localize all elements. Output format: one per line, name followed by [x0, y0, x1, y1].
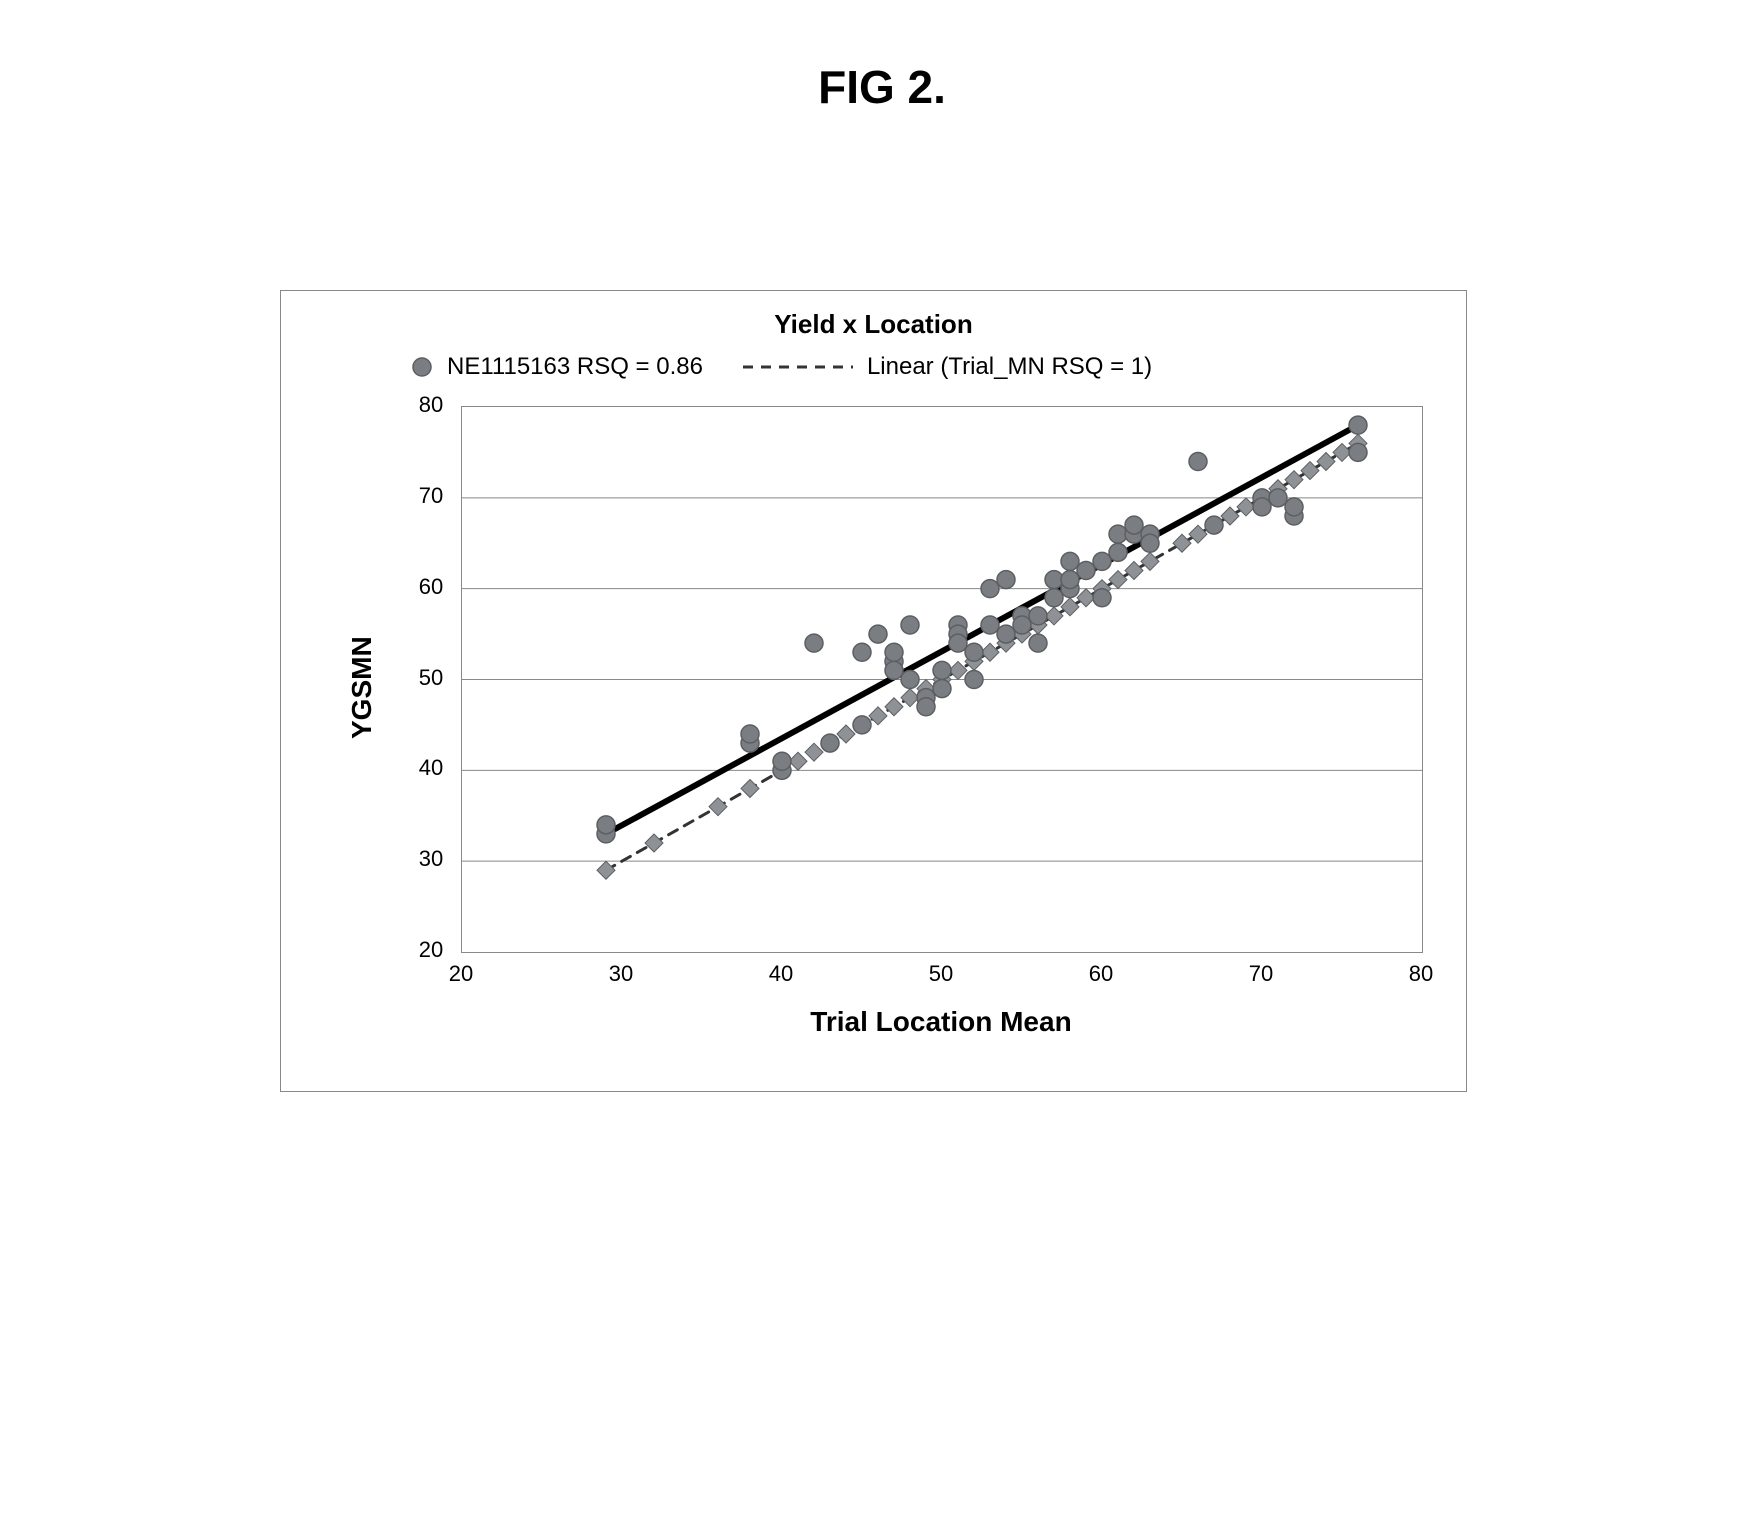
- tick-label: 30: [411, 846, 451, 872]
- figure-title: FIG 2.: [0, 60, 1764, 114]
- tick-label: 70: [1241, 961, 1281, 987]
- tick-label: 80: [1401, 961, 1441, 987]
- legend-label: Linear (Trial_MN RSQ = 1): [867, 353, 1152, 381]
- y-axis-label: YGSMN: [346, 636, 378, 739]
- tick-label: 60: [1081, 961, 1121, 987]
- legend-item-scatter: NE1115163 RSQ = 0.86: [411, 353, 703, 381]
- tick-label: 70: [411, 483, 451, 509]
- legend-dashed-line-icon: [743, 357, 853, 377]
- tick-label: 50: [921, 961, 961, 987]
- tick-label: 50: [411, 665, 451, 691]
- legend-marker-circle-icon: [411, 356, 433, 378]
- x-axis-label: Trial Location Mean: [461, 1006, 1421, 1038]
- tick-label: 20: [441, 961, 481, 987]
- plot-svg: [462, 407, 1422, 952]
- page: FIG 2. Yield x Location NE1115163 RSQ = …: [0, 0, 1764, 1529]
- chart-container: Yield x Location NE1115163 RSQ = 0.86 Li…: [280, 290, 1467, 1092]
- legend-label: NE1115163 RSQ = 0.86: [447, 353, 703, 381]
- chart-title: Yield x Location: [281, 309, 1466, 340]
- tick-label: 80: [411, 392, 451, 418]
- tick-label: 40: [411, 755, 451, 781]
- tick-label: 20: [411, 937, 451, 963]
- plot-area: [461, 406, 1423, 953]
- tick-label: 60: [411, 574, 451, 600]
- tick-label: 40: [761, 961, 801, 987]
- tick-label: 30: [601, 961, 641, 987]
- legend-item-line: Linear (Trial_MN RSQ = 1): [743, 353, 1152, 381]
- chart-legend: NE1115163 RSQ = 0.86 Linear (Trial_MN RS…: [411, 353, 1152, 381]
